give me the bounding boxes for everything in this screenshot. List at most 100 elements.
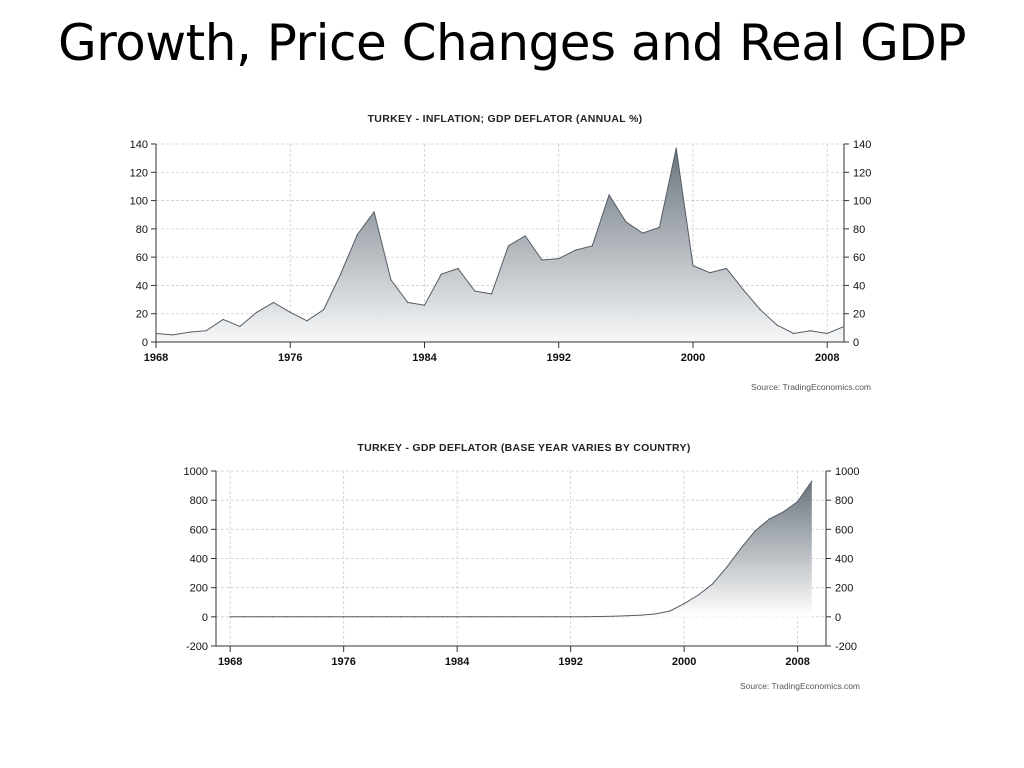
- data-point: [625, 221, 627, 223]
- y-tick-label-right: 80: [853, 224, 865, 236]
- x-tick-label: 2008: [815, 352, 839, 364]
- x-tick-label: 1984: [412, 352, 437, 364]
- data-point: [499, 616, 501, 618]
- data-point: [390, 279, 392, 281]
- data-point: [608, 194, 610, 196]
- data-point: [328, 616, 331, 618]
- x-tick-label: 1992: [558, 656, 582, 668]
- data-point: [524, 235, 526, 237]
- tick-labels: -200 -200 0 0 200 200 400 400 600 600 800 800 1000 10…: [184, 466, 860, 668]
- axes: [151, 143, 849, 348]
- series-line: [155, 148, 845, 336]
- y-tick-label-left: 100: [130, 196, 148, 208]
- y-tick-label-right: -200: [835, 641, 857, 653]
- data-point: [574, 249, 577, 251]
- y-tick-label-left: 60: [136, 252, 148, 264]
- data-point: [243, 616, 245, 618]
- chart-source: Source: TradingEconomics.com: [740, 681, 860, 691]
- y-tick-label-left: 20: [136, 309, 148, 321]
- data-point: [484, 616, 487, 618]
- tick-labels: 0 0 20 20 40 40 60 60 80 80 100 100 120 120 140 140 1968…: [130, 139, 872, 364]
- data-point: [555, 616, 558, 618]
- x-tick-label: 1984: [445, 656, 470, 668]
- data-point: [709, 272, 711, 274]
- y-tick-label-right: 0: [853, 337, 859, 349]
- data-point: [809, 330, 812, 332]
- y-tick-label-right: 40: [853, 280, 865, 292]
- data-point: [300, 616, 302, 618]
- data-point: [640, 614, 643, 616]
- data-point: [513, 616, 515, 618]
- chart-source: Source: TradingEconomics.com: [751, 382, 871, 392]
- data-point: [257, 616, 260, 618]
- data-point: [507, 245, 509, 247]
- data-point: [740, 547, 742, 549]
- data-point: [272, 301, 275, 303]
- area-fill: [156, 148, 844, 342]
- y-tick-label-right: 0: [835, 612, 841, 624]
- y-tick-label-right: 600: [835, 524, 853, 536]
- chart-title: TURKEY - INFLATION; GDP DEFLATOR (ANNUAL…: [368, 113, 643, 125]
- data-point: [357, 616, 359, 618]
- data-point: [711, 583, 714, 585]
- data-point: [423, 304, 426, 306]
- data-point: [440, 273, 442, 275]
- data-point: [289, 311, 291, 313]
- x-tick-label: 1992: [546, 352, 570, 364]
- data-point: [457, 267, 459, 270]
- y-tick-label-left: 0: [202, 612, 208, 624]
- data-point: [373, 211, 375, 213]
- data-point: [155, 332, 157, 335]
- area-fill: [230, 481, 812, 617]
- x-tick-label: 1968: [218, 656, 242, 668]
- y-tick-label-right: 1000: [835, 466, 859, 478]
- data-point: [697, 594, 699, 596]
- data-point: [314, 616, 316, 618]
- data-point: [658, 226, 661, 229]
- x-tick-label: 2000: [672, 656, 696, 668]
- data-point: [306, 320, 308, 322]
- series-line: [230, 480, 813, 618]
- data-point: [456, 616, 458, 618]
- data-point: [371, 616, 373, 618]
- y-tick-label-left: 120: [130, 167, 148, 179]
- data-point: [188, 331, 191, 333]
- data-point: [692, 265, 694, 267]
- data-point: [428, 616, 430, 618]
- data-point: [726, 566, 728, 568]
- y-tick-label-left: 600: [190, 524, 208, 536]
- data-point: [776, 324, 778, 326]
- data-point: [768, 518, 770, 520]
- data-point: [343, 616, 345, 618]
- y-tick-label-right: 120: [853, 167, 871, 179]
- data-point: [205, 330, 207, 332]
- data-point: [527, 616, 529, 618]
- data-point: [239, 325, 241, 328]
- data-point: [272, 616, 274, 618]
- y-tick-label-right: 60: [853, 252, 865, 264]
- y-tick-label-left: 400: [190, 554, 208, 566]
- x-tick-label: 2000: [681, 352, 705, 364]
- data-point: [626, 615, 628, 617]
- data-point: [172, 334, 174, 336]
- y-tick-label-right: 140: [853, 139, 871, 151]
- data-point: [826, 332, 828, 335]
- y-tick-label-right: 400: [835, 554, 853, 566]
- data-point: [470, 616, 472, 618]
- y-tick-label-left: 140: [130, 139, 148, 151]
- data-point: [356, 233, 358, 236]
- data-point: [256, 311, 258, 313]
- x-tick-label: 1968: [144, 352, 168, 364]
- data-point: [558, 257, 560, 260]
- y-tick-label-right: 800: [835, 495, 853, 507]
- x-tick-label: 2008: [785, 656, 809, 668]
- data-point: [491, 293, 493, 295]
- data-point: [675, 147, 677, 149]
- data-point: [843, 325, 845, 328]
- data-point: [584, 616, 586, 618]
- data-point: [598, 615, 600, 618]
- data-point: [655, 613, 657, 615]
- data-point: [754, 530, 756, 532]
- data-point: [725, 267, 728, 270]
